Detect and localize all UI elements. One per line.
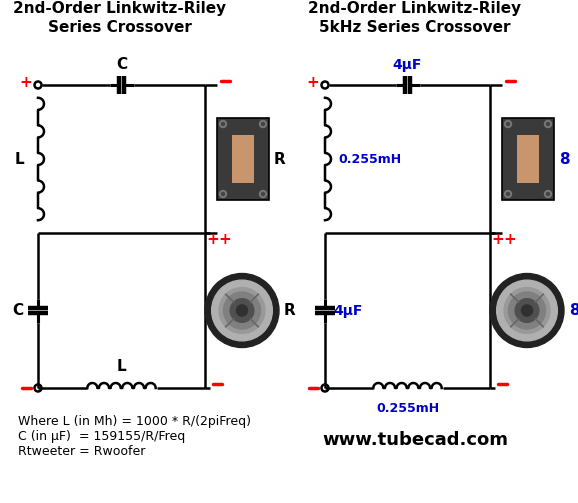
Text: R: R	[284, 303, 296, 318]
Bar	[517, 135, 539, 183]
Text: 2nd-Order Linkwitz-Riley
5kHz Series Crossover: 2nd-Order Linkwitz-Riley 5kHz Series Cro…	[309, 1, 521, 35]
Circle shape	[490, 274, 564, 348]
Circle shape	[220, 191, 227, 198]
Circle shape	[521, 305, 532, 316]
Text: 4μF: 4μF	[333, 303, 362, 317]
Bar	[502, 118, 554, 200]
Text: +: +	[306, 74, 320, 90]
Text: C: C	[12, 303, 23, 318]
Text: 4μF: 4μF	[393, 58, 422, 72]
Text: L: L	[117, 359, 127, 374]
Circle shape	[515, 299, 539, 322]
Text: 8: 8	[559, 151, 570, 166]
Text: Where L (in Mh) = 1000 * R/(2piFreq): Where L (in Mh) = 1000 * R/(2piFreq)	[18, 415, 251, 428]
Circle shape	[544, 121, 551, 127]
Circle shape	[261, 193, 265, 196]
Circle shape	[505, 121, 512, 127]
Circle shape	[544, 191, 551, 198]
Text: +: +	[206, 231, 220, 246]
Circle shape	[224, 292, 261, 329]
Text: +: +	[503, 231, 516, 246]
Text: C: C	[116, 57, 127, 72]
Text: R: R	[274, 151, 286, 166]
Circle shape	[261, 123, 265, 126]
Text: C (in μF)  = 159155/R/Freq: C (in μF) = 159155/R/Freq	[18, 430, 186, 443]
Circle shape	[506, 123, 509, 126]
Text: www.tubecad.com: www.tubecad.com	[322, 431, 508, 449]
Circle shape	[230, 299, 254, 322]
Bar	[217, 118, 269, 200]
Circle shape	[221, 193, 224, 196]
Circle shape	[509, 292, 546, 329]
Text: 8: 8	[569, 303, 578, 318]
Circle shape	[220, 121, 227, 127]
Circle shape	[221, 123, 224, 126]
Text: 2nd-Order Linkwitz-Riley
Series Crossover: 2nd-Order Linkwitz-Riley Series Crossove…	[13, 1, 227, 35]
Text: 0.255mH: 0.255mH	[338, 152, 401, 165]
Circle shape	[506, 193, 509, 196]
Text: +: +	[20, 74, 32, 90]
Circle shape	[547, 193, 550, 196]
Text: 0.255mH: 0.255mH	[376, 402, 439, 415]
Circle shape	[260, 121, 266, 127]
Circle shape	[547, 123, 550, 126]
Text: L: L	[14, 151, 24, 166]
Text: +: +	[218, 231, 231, 246]
Text: +: +	[492, 231, 505, 246]
Text: Rtweeter = Rwoofer: Rtweeter = Rwoofer	[18, 445, 146, 458]
Circle shape	[236, 305, 247, 316]
Circle shape	[219, 288, 265, 333]
Circle shape	[212, 280, 272, 341]
Circle shape	[497, 280, 557, 341]
Circle shape	[505, 191, 512, 198]
Circle shape	[504, 288, 550, 333]
Bar	[232, 135, 254, 183]
Circle shape	[260, 191, 266, 198]
Circle shape	[205, 274, 279, 348]
